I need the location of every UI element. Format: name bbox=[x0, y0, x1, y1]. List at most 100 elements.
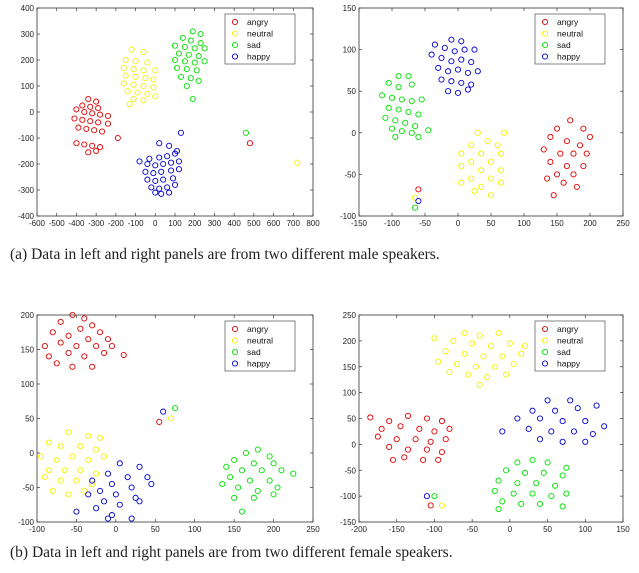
point-sad bbox=[395, 73, 402, 80]
point-happy bbox=[93, 505, 100, 512]
point-sad bbox=[278, 467, 285, 474]
point-neutral bbox=[412, 194, 419, 201]
point-happy bbox=[582, 438, 589, 445]
legend-marker-neutral bbox=[231, 337, 239, 344]
legend-label-angry: angry bbox=[557, 17, 579, 27]
x-tick-label: 150 bbox=[616, 525, 630, 534]
point-happy bbox=[112, 491, 119, 498]
point-sad bbox=[405, 73, 412, 80]
point-angry bbox=[89, 363, 96, 370]
point-neutral bbox=[130, 95, 137, 103]
point-angry bbox=[415, 186, 422, 193]
point-angry bbox=[583, 150, 590, 157]
y-tick-label: 0 bbox=[352, 440, 357, 449]
point-sad bbox=[405, 108, 412, 116]
y-tick-label: 100 bbox=[21, 380, 35, 389]
legend-marker-neutral bbox=[541, 30, 549, 37]
point-angry bbox=[397, 423, 404, 430]
y-tick-label: 200 bbox=[343, 337, 357, 346]
point-neutral bbox=[468, 142, 475, 149]
point-sad bbox=[181, 58, 188, 65]
point-sad bbox=[187, 75, 194, 82]
point-neutral bbox=[65, 429, 72, 436]
point-neutral bbox=[458, 179, 465, 186]
point-happy bbox=[116, 460, 123, 467]
point-neutral bbox=[140, 49, 147, 56]
point-neutral bbox=[132, 73, 139, 80]
point-neutral bbox=[140, 97, 147, 104]
point-happy bbox=[128, 515, 135, 522]
point-angry bbox=[85, 95, 92, 103]
point-happy bbox=[451, 48, 458, 55]
point-neutral bbox=[491, 363, 498, 370]
point-neutral bbox=[53, 456, 60, 463]
legend-label-neutral: neutral bbox=[247, 336, 273, 346]
point-neutral bbox=[476, 332, 483, 339]
x-tick-label: -50 bbox=[466, 525, 478, 534]
legend-label-sad: sad bbox=[557, 40, 571, 50]
point-angry bbox=[73, 106, 80, 113]
point-sad bbox=[514, 480, 521, 487]
point-sad bbox=[219, 480, 226, 488]
x-tick-label: -100 bbox=[384, 219, 401, 228]
point-neutral bbox=[494, 142, 501, 149]
point-angry bbox=[83, 125, 90, 132]
point-angry bbox=[104, 120, 112, 127]
point-neutral bbox=[81, 487, 88, 495]
point-happy bbox=[156, 185, 163, 192]
point-sad bbox=[201, 58, 208, 65]
point-sad bbox=[242, 449, 250, 457]
point-angry bbox=[100, 349, 108, 357]
point-happy bbox=[156, 154, 163, 161]
point-neutral bbox=[495, 330, 502, 337]
point-sad bbox=[521, 469, 528, 476]
x-tick-label: -300 bbox=[88, 219, 105, 228]
legend-marker-sad bbox=[541, 41, 549, 49]
x-tick-label: 100 bbox=[517, 219, 531, 228]
point-angry bbox=[95, 119, 102, 126]
point-neutral bbox=[465, 371, 472, 378]
legend-marker-happy bbox=[231, 360, 239, 367]
point-sad bbox=[189, 95, 196, 103]
point-sad bbox=[270, 460, 277, 467]
point-neutral bbox=[474, 129, 481, 136]
x-tick-label: -400 bbox=[68, 219, 85, 228]
point-sad bbox=[270, 491, 277, 498]
point-angry bbox=[69, 363, 76, 370]
y-tick-label: 150 bbox=[343, 363, 357, 372]
point-angry bbox=[104, 112, 112, 119]
legend-label-happy: happy bbox=[247, 359, 271, 369]
point-angry bbox=[547, 158, 554, 165]
point-sad bbox=[425, 127, 432, 134]
point-neutral bbox=[122, 56, 129, 64]
point-angry bbox=[550, 192, 557, 199]
x-tick-label: 150 bbox=[550, 219, 564, 228]
point-angry bbox=[108, 342, 115, 350]
point-happy bbox=[448, 36, 455, 43]
point-happy bbox=[73, 508, 80, 515]
legend-marker-neutral bbox=[231, 30, 239, 37]
y-tick-label: 200 bbox=[21, 56, 35, 65]
point-neutral bbox=[454, 361, 461, 368]
point-happy bbox=[464, 69, 471, 76]
point-neutral bbox=[69, 453, 76, 460]
legend-label-angry: angry bbox=[247, 324, 269, 334]
point-angry bbox=[393, 436, 400, 443]
point-sad bbox=[171, 405, 179, 412]
point-angry bbox=[438, 449, 446, 456]
point-happy bbox=[574, 405, 581, 412]
point-happy bbox=[148, 184, 155, 191]
point-neutral bbox=[472, 363, 479, 370]
point-sad bbox=[510, 490, 517, 497]
point-happy bbox=[529, 407, 536, 414]
point-neutral bbox=[497, 150, 504, 157]
point-angry bbox=[81, 353, 88, 360]
point-sad bbox=[231, 494, 238, 501]
y-tick-label: -150 bbox=[340, 518, 357, 527]
point-happy bbox=[97, 487, 104, 495]
point-neutral bbox=[461, 330, 468, 337]
point-sad bbox=[250, 460, 257, 467]
point-sad bbox=[246, 477, 253, 484]
legend-label-happy: happy bbox=[247, 52, 271, 62]
point-angry bbox=[423, 415, 430, 422]
